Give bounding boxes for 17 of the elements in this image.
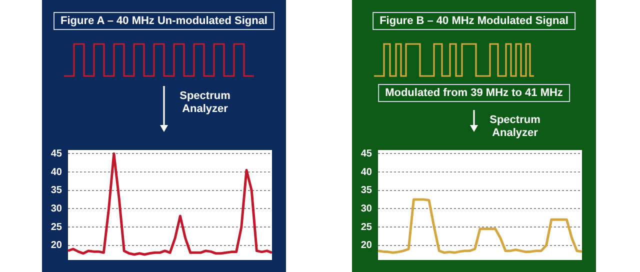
y-tick-label: 45 <box>50 148 62 160</box>
y-tick-label: 30 <box>360 203 372 214</box>
y-tick-label: 25 <box>50 222 62 233</box>
y-tick-label: 30 <box>50 203 62 214</box>
y-tick-label: 40 <box>360 166 372 178</box>
y-tick-label: 35 <box>50 185 62 196</box>
text: Spectrum Analyzer <box>178 90 232 116</box>
y-tick-label: 35 <box>360 185 372 196</box>
y-tick-label: 20 <box>50 240 62 252</box>
text: Spectrum Analyzer <box>488 114 542 140</box>
y-tick-label: 20 <box>360 240 372 252</box>
text: Modulated from 39 MHz to 41 MHz <box>378 84 570 102</box>
y-tick-label: 25 <box>360 222 372 233</box>
chart-title: Figure B – 40 MHz Modulated Signal <box>372 12 576 30</box>
chart-title: Figure A – 40 MHz Un-modulated Signal <box>54 12 274 30</box>
y-tick-label: 40 <box>50 166 62 178</box>
y-tick-label: 45 <box>360 148 372 160</box>
